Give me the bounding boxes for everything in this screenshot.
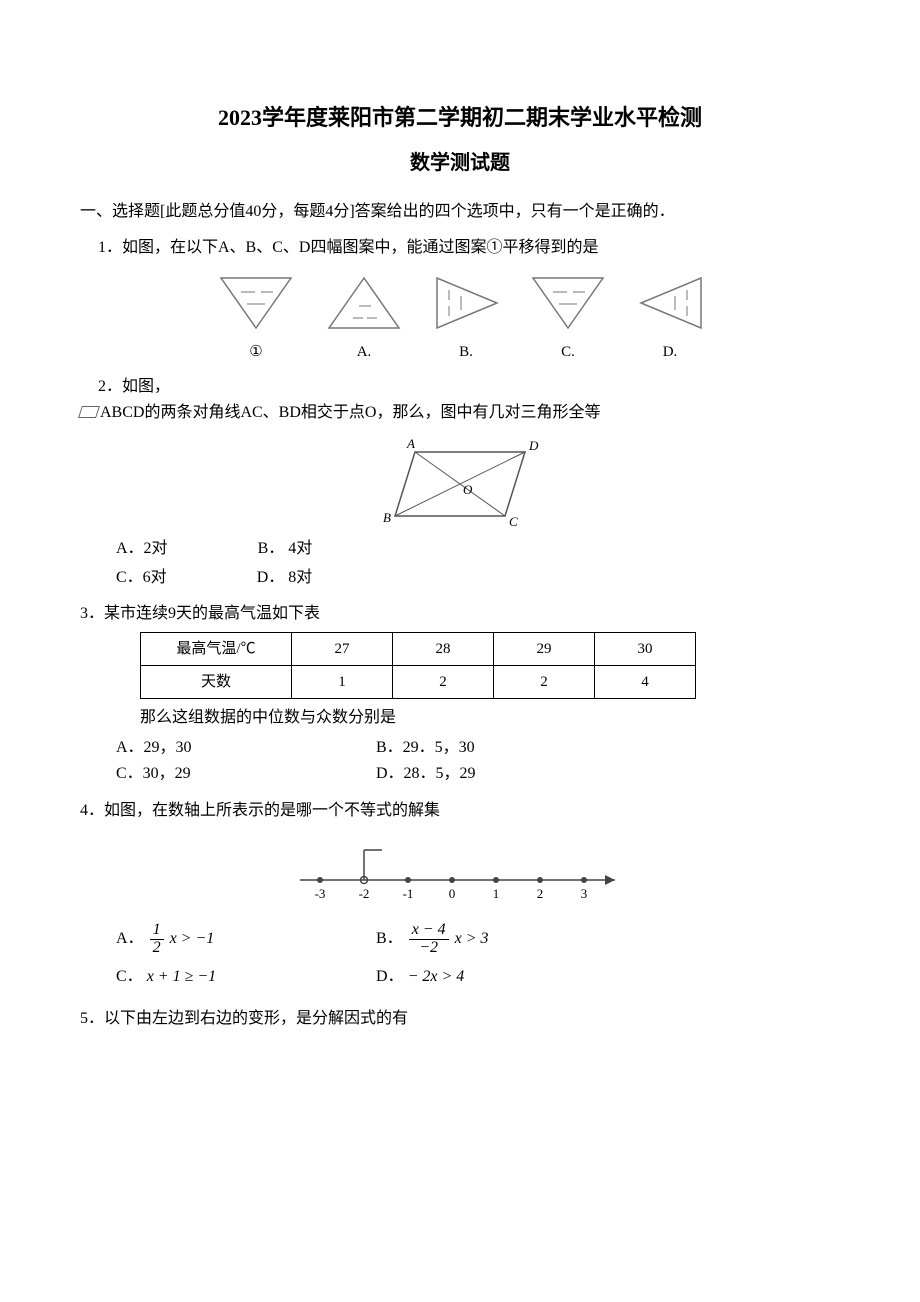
q1-label-a: A.: [357, 340, 372, 364]
q4-option-b: B． x − 4 −2 x > 3: [376, 922, 489, 957]
q3-temp-0: 27: [292, 633, 393, 666]
q4-option-c: C． x + 1 ≥ −1: [116, 964, 376, 990]
q3-option-a: A．29，30: [116, 735, 376, 761]
q3-option-b: B．29．5，30: [376, 735, 475, 761]
table-row: 最高气温/℃ 27 28 29 30: [141, 633, 696, 666]
q3-th-rowlabel: 天数: [141, 666, 292, 699]
q3-options-row1: A．29，30 B．29．5，30: [116, 735, 840, 761]
table-row: 天数 1 2 2 4: [141, 666, 696, 699]
svg-text:-2: -2: [359, 886, 370, 901]
svg-text:3: 3: [581, 886, 588, 901]
svg-text:0: 0: [449, 886, 456, 901]
q4-options-row2: C． x + 1 ≥ −1 D． − 2x > 4: [116, 964, 840, 990]
q4-option-d: D． − 2x > 4: [376, 964, 464, 990]
q3-day-2: 2: [494, 666, 595, 699]
triangle-left-icon: [631, 270, 709, 334]
q3-temp-1: 28: [393, 633, 494, 666]
q3-option-c: C．30，29: [116, 761, 376, 787]
q3-temp-2: 29: [494, 633, 595, 666]
section-a-heading: 一、选择题[此题总分值40分，每题4分]答案给出的四个选项中，只有一个是正确的．: [80, 199, 840, 225]
q4-b-math: x > 3: [455, 930, 489, 947]
q4-c-prefix: C．: [116, 968, 143, 985]
triangle-down-icon: [211, 270, 301, 334]
q3-day-0: 1: [292, 666, 393, 699]
q4-text: 4．如图，在数轴上所表示的是哪一个不等式的解集: [80, 798, 840, 824]
q3-table: 最高气温/℃ 27 28 29 30 天数 1 2 2 4: [140, 632, 696, 699]
q1-label-c: C.: [561, 340, 575, 364]
q5-text: 5．以下由左边到右边的变形，是分解因式的有: [80, 1006, 840, 1032]
svg-text:B: B: [383, 510, 391, 525]
q3-day-1: 2: [393, 666, 494, 699]
svg-text:O: O: [463, 482, 473, 497]
q3-options-row2: C．30，29 D．28．5，29: [116, 761, 840, 787]
parallelogram-diagram-icon: A D B C O: [365, 432, 555, 532]
svg-text:-3: -3: [315, 886, 326, 901]
fraction-icon: x − 4 −2: [409, 922, 449, 957]
number-line-icon: -3 -2 -1 0 1 2 3: [280, 842, 640, 912]
q1-label-b: B.: [459, 340, 473, 364]
svg-text:A: A: [406, 436, 415, 451]
svg-text:1: 1: [493, 886, 500, 901]
svg-text:2: 2: [537, 886, 544, 901]
page-title: 2023学年度莱阳市第二学期初二期末学业水平检测: [80, 100, 840, 135]
q4-a-math: x > −1: [170, 930, 215, 947]
q4-numberline: -3 -2 -1 0 1 2 3: [80, 842, 840, 912]
frac-den: −2: [409, 940, 449, 957]
svg-text:D: D: [528, 438, 539, 453]
frac-den: 2: [150, 940, 164, 957]
q3-temp-3: 30: [595, 633, 696, 666]
triangle-down-icon: [523, 270, 613, 334]
page-subtitle: 数学测试题: [80, 147, 840, 179]
q1-figure-orig: ①: [211, 270, 301, 364]
q4-c-math: x + 1 ≥ −1: [147, 968, 216, 985]
q1-text: 1．如图，在以下A、B、C、D四幅图案中，能通过图案①平移得到的是: [98, 235, 840, 261]
q2-lead: 2．如图，: [98, 374, 840, 400]
parallelogram-icon: [78, 406, 100, 418]
q1-figure-c: C.: [523, 270, 613, 364]
q4-option-a: A． 1 2 x > −1: [116, 922, 376, 957]
q4-d-prefix: D．: [376, 968, 404, 985]
q1-figure-d: D.: [631, 270, 709, 364]
q1-figure-row: ① A. B.: [80, 270, 840, 364]
q2-text: ABCD的两条对角线AC、BD相交于点O，那么，图中有几对三角形全等: [100, 404, 600, 421]
q4-a-prefix: A．: [116, 930, 144, 947]
triangle-up-icon: [319, 270, 409, 334]
triangle-right-icon: [427, 270, 505, 334]
fraction-icon: 1 2: [150, 922, 164, 957]
q2-options-row1: A．2对 B． 4对: [116, 536, 840, 562]
q4-options-row1: A． 1 2 x > −1 B． x − 4 −2 x > 3: [116, 922, 840, 957]
q2-text-row: ABCD的两条对角线AC、BD相交于点O，那么，图中有几对三角形全等: [80, 400, 840, 426]
q1-label-orig: ①: [249, 340, 262, 364]
q3-day-3: 4: [595, 666, 696, 699]
q1-label-d: D.: [663, 340, 678, 364]
exam-page: 2023学年度莱阳市第二学期初二期末学业水平检测 数学测试题 一、选择题[此题总…: [0, 0, 920, 1302]
q3-after: 那么这组数据的中位数与众数分别是: [140, 705, 840, 731]
q2-option-b: B． 4对: [258, 536, 313, 562]
q4-d-math: − 2x > 4: [408, 968, 465, 985]
q1-figure-b: B.: [427, 270, 505, 364]
q2-option-a: A．2对: [116, 536, 168, 562]
q2-option-c: C．6对: [116, 565, 167, 591]
q3-text: 3．某市连续9天的最高气温如下表: [80, 601, 840, 627]
q2-figure: A D B C O: [80, 432, 840, 532]
q4-b-prefix: B．: [376, 930, 403, 947]
svg-text:C: C: [509, 514, 518, 529]
q3-th-header: 最高气温/℃: [141, 633, 292, 666]
frac-num: 1: [150, 922, 164, 940]
svg-text:-1: -1: [403, 886, 414, 901]
q3-option-d: D．28．5，29: [376, 761, 476, 787]
frac-num: x − 4: [409, 922, 449, 940]
q1-figure-a: A.: [319, 270, 409, 364]
q2-options-row2: C．6对 D． 8对: [116, 565, 840, 591]
q2-option-d: D． 8对: [257, 565, 313, 591]
